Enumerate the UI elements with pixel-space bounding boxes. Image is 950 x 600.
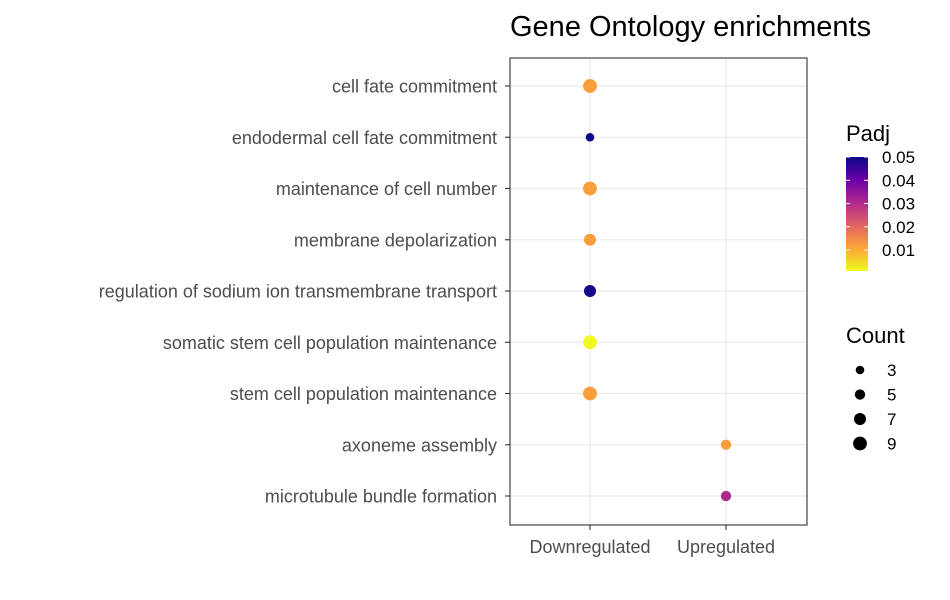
y-tick-label: axoneme assembly: [342, 435, 497, 455]
y-tick-label: microtubule bundle formation: [265, 487, 497, 507]
y-tick-label: regulation of sodium ion transmembrane t…: [99, 282, 497, 302]
y-tick-label: somatic stem cell population maintenance: [163, 333, 497, 353]
x-tick-label: Downregulated: [529, 537, 650, 557]
padj-tick-label: 0.05: [882, 148, 915, 167]
count-legend-dot: [855, 365, 865, 375]
x-axis: Downregulated Upregulated: [529, 525, 775, 557]
y-tick-label: membrane depolarization: [294, 230, 497, 250]
count-legend-label: 7: [887, 410, 896, 429]
y-tick-label: maintenance of cell number: [276, 179, 497, 199]
data-point: [583, 335, 597, 350]
padj-legend-ticks: 0.05 0.04 0.03 0.02 0.01: [846, 148, 915, 260]
data-point: [583, 181, 597, 196]
count-legend-label: 5: [887, 386, 896, 405]
y-tick-label: cell fate commitment: [332, 77, 497, 97]
data-point: [585, 132, 595, 142]
data-point: [583, 284, 597, 298]
padj-tick-label: 0.02: [882, 218, 915, 237]
count-legend-dot: [853, 412, 867, 426]
padj-legend-title: Padj: [846, 121, 890, 146]
data-point: [720, 490, 732, 502]
count-legend-label: 3: [887, 361, 896, 380]
data-point: [720, 439, 732, 450]
padj-tick-label: 0.04: [882, 171, 915, 190]
count-legend-dot: [854, 389, 866, 400]
padj-tick-label: 0.03: [882, 195, 915, 214]
count-legend: Count 3 5 7 9: [846, 323, 905, 454]
y-tick-label: stem cell population maintenance: [230, 384, 497, 404]
data-point: [583, 233, 597, 246]
x-tick-label: Upregulated: [677, 537, 775, 557]
count-legend-dot: [853, 436, 867, 451]
y-tick-label: endodermal cell fate commitment: [232, 128, 497, 148]
padj-legend: Padj 0.05 0.04 0.03 0.02 0.01: [846, 121, 915, 271]
y-axis: cell fate commitment endodermal cell fate…: [99, 77, 510, 507]
chart-title: Gene Ontology enrichments: [510, 11, 871, 43]
count-legend-title: Count: [846, 323, 905, 348]
plot-panel: [509, 57, 808, 526]
count-legend-label: 9: [887, 435, 896, 454]
data-point: [583, 386, 597, 401]
padj-colorbar: [846, 157, 868, 271]
data-point: [583, 79, 597, 93]
data-points: [583, 79, 732, 502]
count-legend-keys: 3 5 7 9: [853, 361, 896, 454]
padj-tick-label: 0.01: [882, 241, 915, 260]
